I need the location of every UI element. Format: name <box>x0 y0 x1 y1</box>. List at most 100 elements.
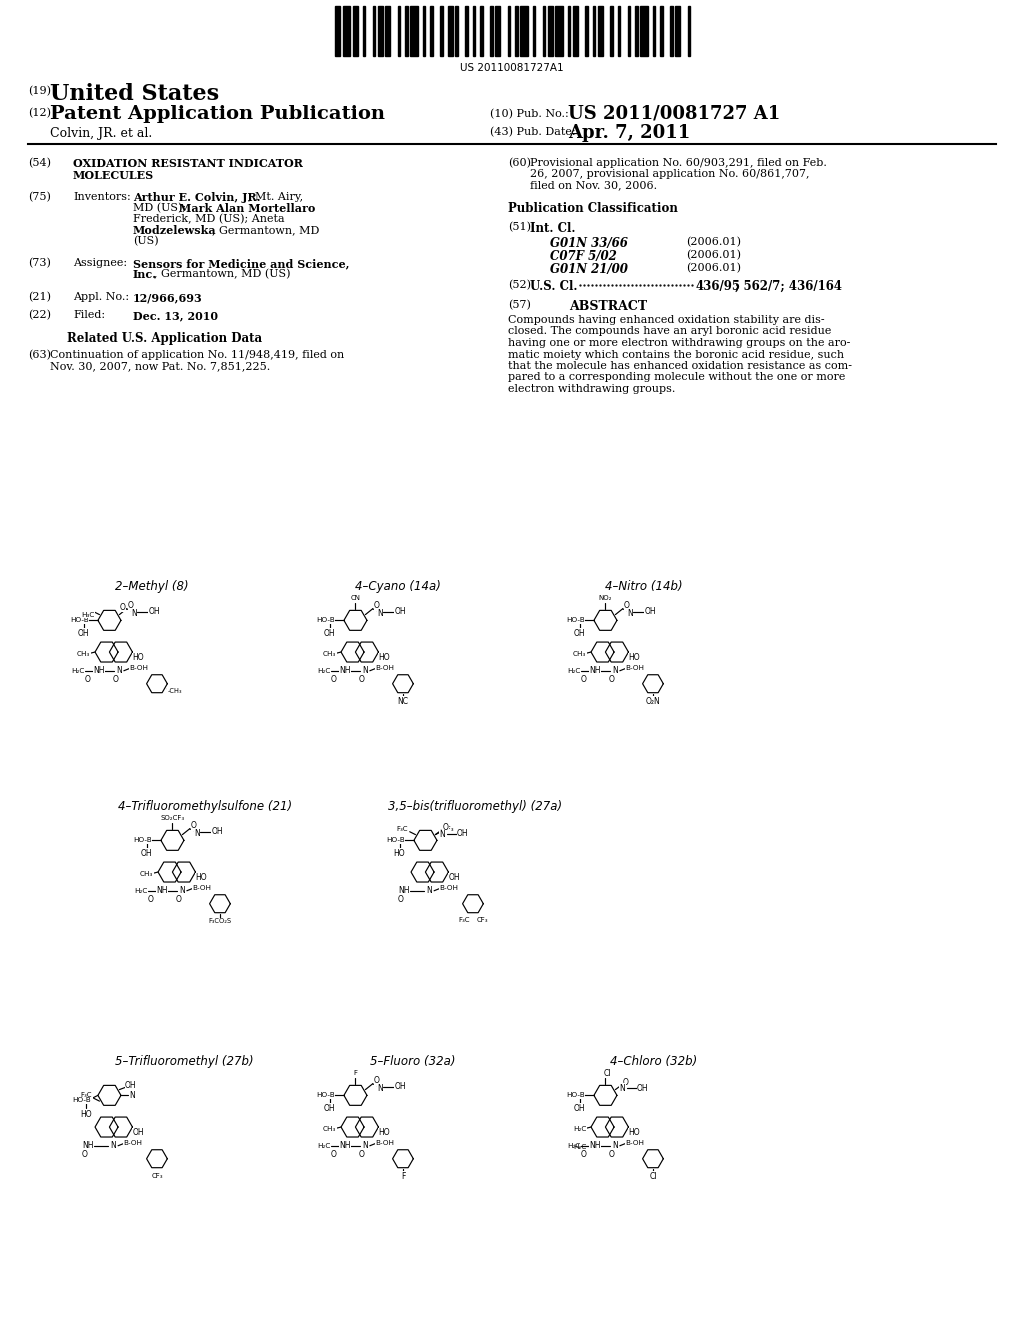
Text: HO-B: HO-B <box>566 618 585 623</box>
Text: F₃C: F₃C <box>458 917 469 923</box>
Text: matic moiety which contains the boronic acid residue, such: matic moiety which contains the boronic … <box>508 350 844 359</box>
Text: N: N <box>116 667 122 676</box>
Text: O: O <box>191 821 197 830</box>
Text: (52): (52) <box>508 280 531 290</box>
Text: NO₂: NO₂ <box>599 595 612 601</box>
Text: H₂C: H₂C <box>134 888 147 894</box>
Text: O: O <box>358 1150 365 1159</box>
Text: B-OH: B-OH <box>129 665 148 671</box>
Text: NH: NH <box>82 1142 93 1150</box>
Bar <box>373 7 375 55</box>
Bar <box>567 7 570 55</box>
Text: OH: OH <box>78 628 89 638</box>
Bar <box>660 7 663 55</box>
Text: H₂C: H₂C <box>567 1143 581 1148</box>
Text: United States: United States <box>50 83 219 106</box>
Text: CH₃: CH₃ <box>323 651 336 657</box>
Text: H₂C: H₂C <box>573 1143 587 1150</box>
Text: O: O <box>374 602 380 610</box>
Text: B-OH: B-OH <box>626 665 644 671</box>
Text: NH: NH <box>398 886 410 895</box>
Text: HO: HO <box>629 1129 640 1138</box>
Bar <box>490 7 493 55</box>
Text: HO-B: HO-B <box>315 1093 335 1098</box>
Bar <box>585 7 588 55</box>
Text: Cl: Cl <box>603 1069 610 1077</box>
Text: (10) Pub. No.:: (10) Pub. No.: <box>490 110 568 119</box>
Text: O: O <box>120 603 126 612</box>
Text: HO: HO <box>629 653 640 663</box>
Bar <box>515 7 517 55</box>
Text: (2006.01): (2006.01) <box>686 249 741 260</box>
Text: G01N 33/66: G01N 33/66 <box>550 238 628 249</box>
Text: pared to a corresponding molecule without the one or more: pared to a corresponding molecule withou… <box>508 372 846 383</box>
Text: Colvin, JR. et al.: Colvin, JR. et al. <box>50 127 153 140</box>
Text: 436/95: 436/95 <box>696 280 741 293</box>
Text: C07F 5/02: C07F 5/02 <box>550 249 616 263</box>
Text: (22): (22) <box>28 310 51 321</box>
Text: OH: OH <box>140 849 153 858</box>
Text: Apr. 7, 2011: Apr. 7, 2011 <box>568 124 690 143</box>
Text: F₃C: F₃C <box>396 826 409 832</box>
Text: H₂C: H₂C <box>572 1126 586 1133</box>
Text: Compounds having enhanced oxidation stability are dis-: Compounds having enhanced oxidation stab… <box>508 315 824 325</box>
Text: Nov. 30, 2007, now Pat. No. 7,851,225.: Nov. 30, 2007, now Pat. No. 7,851,225. <box>50 360 270 371</box>
Text: , Germantown, MD: , Germantown, MD <box>212 224 319 235</box>
Text: CF₃: CF₃ <box>476 917 487 923</box>
Text: (57): (57) <box>508 300 530 310</box>
Bar <box>675 7 680 55</box>
Text: OH: OH <box>457 829 469 838</box>
Text: Cl: Cl <box>649 1172 656 1181</box>
Text: CF₃: CF₃ <box>442 826 454 832</box>
Text: SO₂CF₃: SO₂CF₃ <box>161 814 184 821</box>
Text: OH: OH <box>211 828 223 837</box>
Text: B-OH: B-OH <box>626 1140 644 1146</box>
Text: H₃C: H₃C <box>81 611 94 618</box>
Text: CN: CN <box>350 595 360 601</box>
Bar <box>572 7 578 55</box>
Text: HO: HO <box>379 653 390 663</box>
Text: O: O <box>623 1078 629 1086</box>
Text: OH: OH <box>637 1084 648 1093</box>
Text: OXIDATION RESISTANT INDICATOR: OXIDATION RESISTANT INDICATOR <box>73 158 303 169</box>
Text: B-OH: B-OH <box>124 1140 142 1146</box>
Text: MD (US);: MD (US); <box>133 203 189 214</box>
Text: 12/966,693: 12/966,693 <box>133 292 203 304</box>
Text: Filed:: Filed: <box>73 310 105 319</box>
Text: OH: OH <box>573 628 586 638</box>
Text: F: F <box>400 1172 406 1181</box>
Bar <box>520 7 527 55</box>
Text: Sensors for Medicine and Science,: Sensors for Medicine and Science, <box>133 257 349 269</box>
Text: HO-B: HO-B <box>70 618 88 623</box>
Text: O: O <box>608 1150 614 1159</box>
Bar <box>378 7 383 55</box>
Text: NC: NC <box>397 697 409 706</box>
Text: HO-B: HO-B <box>133 837 152 843</box>
Text: N: N <box>377 1084 383 1093</box>
Text: 4–Nitro (14b): 4–Nitro (14b) <box>605 579 683 593</box>
Bar <box>410 7 418 55</box>
Text: N: N <box>612 1142 617 1150</box>
Text: F: F <box>353 1071 357 1076</box>
Text: HO: HO <box>132 653 144 663</box>
Text: Arthur E. Colvin, JR.: Arthur E. Colvin, JR. <box>133 191 260 203</box>
Text: O: O <box>374 1076 380 1085</box>
Text: HO: HO <box>379 1129 390 1138</box>
Text: having one or more electron withdrawing groups on the aro-: having one or more electron withdrawing … <box>508 338 850 348</box>
Bar <box>532 7 535 55</box>
Text: N: N <box>179 886 184 895</box>
Text: OH: OH <box>394 1082 406 1092</box>
Text: Modzelewska: Modzelewska <box>133 224 217 236</box>
Text: electron withdrawing groups.: electron withdrawing groups. <box>508 384 676 393</box>
Text: N: N <box>361 667 368 676</box>
Text: OH: OH <box>644 607 655 616</box>
Text: Publication Classification: Publication Classification <box>508 202 678 215</box>
Text: H₂C: H₂C <box>71 668 84 673</box>
Text: O: O <box>331 1150 337 1159</box>
Text: O: O <box>85 675 91 684</box>
Text: (60): (60) <box>508 158 531 169</box>
Bar <box>465 7 468 55</box>
Text: OH: OH <box>125 1081 137 1090</box>
Text: 3,5–bis(trifluoromethyl) (27a): 3,5–bis(trifluoromethyl) (27a) <box>388 800 562 813</box>
Text: O: O <box>128 602 134 610</box>
